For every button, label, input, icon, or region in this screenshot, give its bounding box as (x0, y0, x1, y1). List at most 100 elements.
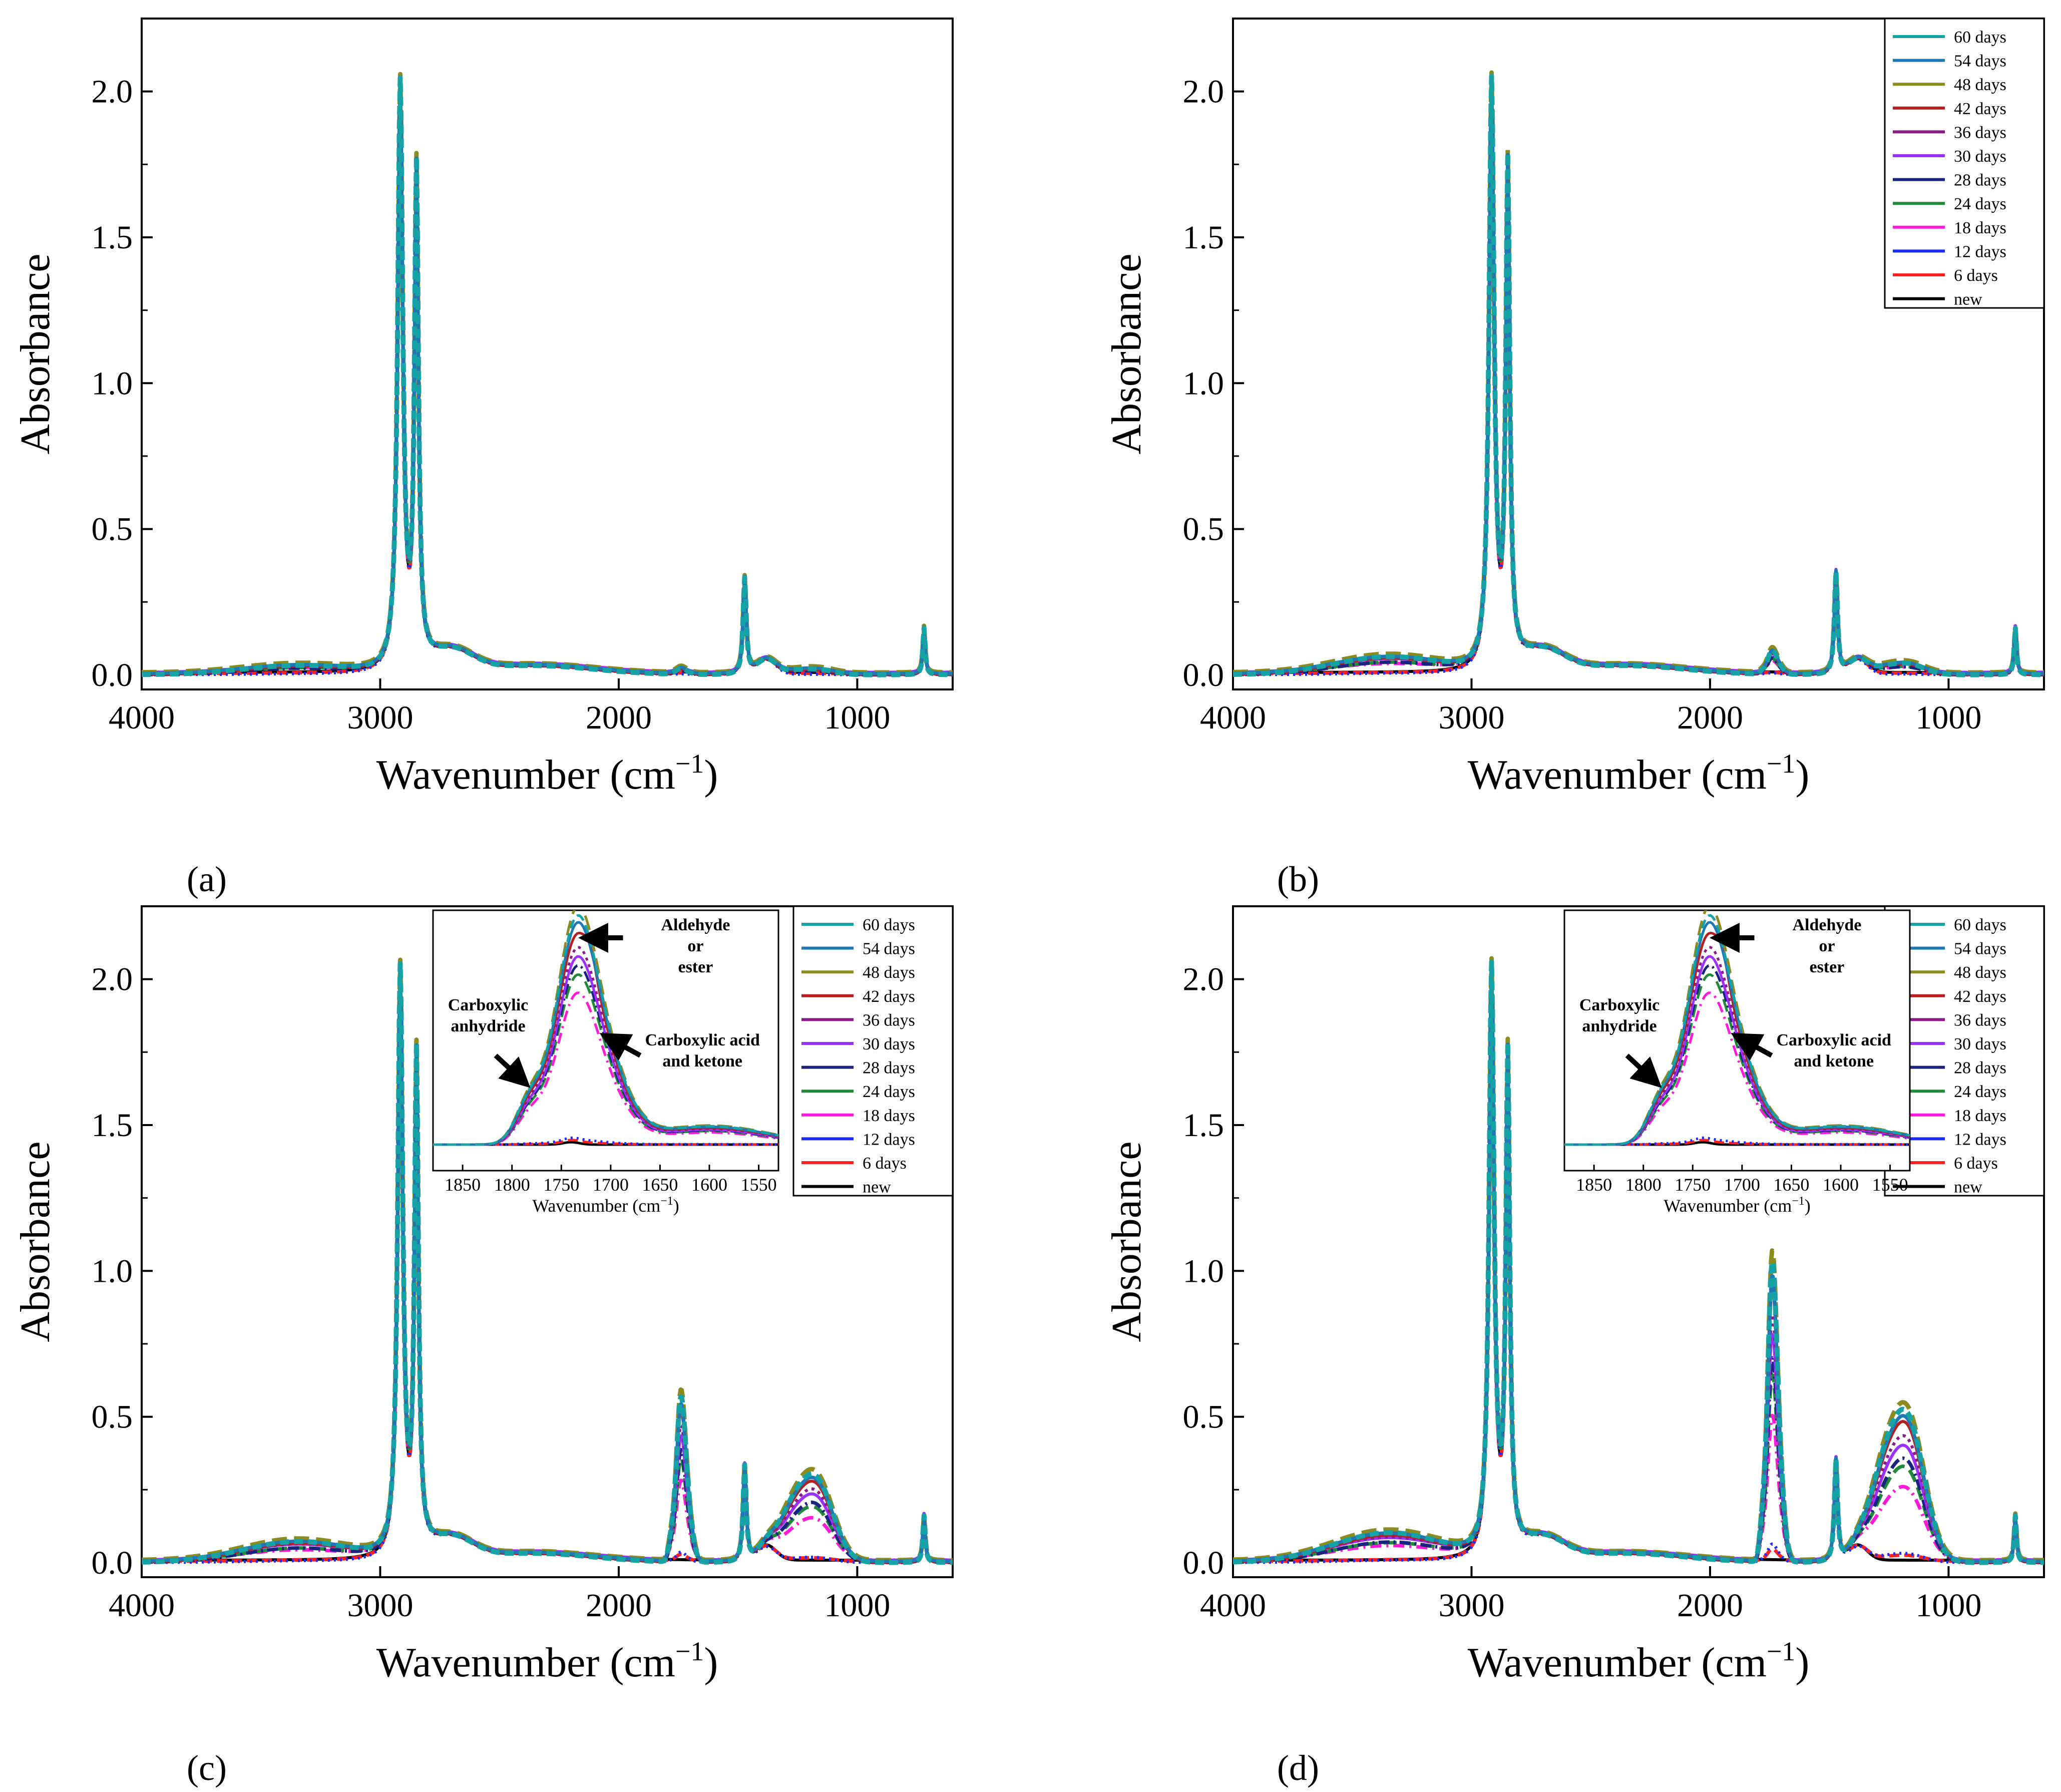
y-tick-label: 1.0 (1183, 365, 1224, 402)
annotation-anhydride: anhydride (1582, 1017, 1657, 1035)
series-line-60-days (142, 75, 953, 677)
y-tick-label: 0.5 (1183, 1399, 1224, 1436)
series-line-12-days (142, 117, 953, 676)
series-group (142, 72, 953, 677)
legend-box (1884, 18, 2045, 309)
x-axis-title: Wavenumber (cm−1) (376, 1636, 718, 1686)
x-axis-title-close: ) (1795, 752, 1809, 798)
legend-label: 28 days (1954, 171, 2006, 190)
legend-label: 6 days (863, 1154, 907, 1173)
x-axis-title-text: Wavenumber (cm (1468, 752, 1767, 798)
legend-label: 24 days (1954, 1083, 2006, 1101)
x-tick-label: 2000 (1677, 699, 1743, 736)
arrow-anhydride (494, 1053, 531, 1088)
series-line-54-days (142, 77, 953, 675)
panel-label: (c) (187, 1748, 227, 1788)
annotation-aldehyde-ester: or (687, 937, 703, 955)
series-line-28-days (1233, 975, 2044, 1565)
legend-label: 60 days (863, 916, 915, 934)
x-axis-title-sup: −1 (675, 749, 704, 779)
legend-label: 54 days (1954, 52, 2006, 71)
legend-label: 18 days (1954, 219, 2006, 237)
x-axis-title-text: Wavenumber (cm (376, 752, 675, 798)
annotation-acid-ketone: Carboxylic acid (645, 1031, 760, 1049)
inset-series-line (1564, 991, 1910, 1146)
x-tick-label: 4000 (109, 1587, 175, 1624)
inset-x-tick-label: 1800 (494, 1175, 530, 1195)
y-axis-title: Absorbance (12, 253, 59, 454)
series-line-18-days (142, 96, 953, 674)
legend-label: 12 days (1954, 242, 2006, 261)
series-line-6-days (142, 116, 953, 675)
y-axis-title: Absorbance (1103, 1141, 1150, 1342)
inset-x-tick-label: 1750 (1675, 1175, 1711, 1195)
inset: 1850 1800 1750 1700 1650 1600 1550 Wavenumber (… (432, 909, 779, 1216)
legend-label: new (863, 1178, 891, 1197)
inset-x-tick-label: 1600 (1823, 1175, 1859, 1195)
y-tick-label: 1.0 (92, 1253, 133, 1289)
series-line-24-days (142, 91, 953, 675)
inset-x-title-sup: −1 (1792, 1195, 1805, 1208)
legend-label: 60 days (1954, 916, 2006, 934)
x-tick-label: 1000 (824, 1587, 890, 1624)
annotation-anhydride: anhydride (451, 1017, 525, 1035)
annotation-aldehyde-ester: ester (678, 958, 713, 976)
arrow-anhydride (1625, 1053, 1662, 1088)
y-tick-label: 1.5 (1183, 219, 1224, 256)
legend-label: new (1954, 1178, 1982, 1197)
x-tick-label: 3000 (347, 1587, 413, 1624)
series-group (142, 957, 953, 1565)
inset-x-tick-label: 1550 (741, 1175, 777, 1195)
y-tick-label: 0.0 (1183, 1545, 1224, 1581)
x-tick-label: 3000 (1438, 1587, 1504, 1624)
inset-x-tick-label: 1650 (642, 1175, 678, 1195)
annotation-aldehyde-ester: Aldehyde (1792, 916, 1861, 934)
inset-x-tick-label: 1550 (1872, 1175, 1908, 1195)
inset-x-tick-label: 1600 (691, 1175, 727, 1195)
y-tick-label: 0.5 (1183, 511, 1224, 548)
panel-label: (d) (1277, 1748, 1319, 1788)
x-axis-title: Wavenumber (cm−1) (376, 749, 718, 798)
panel-c: 4000 3000 2000 1000 0.0 0.5 1.0 1.5 2.0 Wavenumbe… (12, 905, 954, 1788)
legend-label: new (1954, 290, 1982, 309)
legend-label: 48 days (1954, 963, 2006, 982)
y-tick-label: 2.0 (1183, 961, 1224, 998)
legend-label: 24 days (1954, 195, 2006, 213)
arrow-acid-ketone (599, 1033, 642, 1061)
series-line-new (142, 117, 953, 674)
annotation-aldehyde-ester: ester (1809, 958, 1844, 976)
y-tick-label: 0.0 (92, 1545, 133, 1581)
y-tick-label: 1.5 (92, 219, 133, 256)
legend-label: 12 days (1954, 1130, 2006, 1149)
legend-label: 12 days (863, 1130, 915, 1149)
x-axis-title-close: ) (1795, 1639, 1809, 1686)
y-tick-label: 0.5 (92, 1399, 133, 1436)
panels: 4000 3000 2000 1000 0.0 0.5 1.0 1.5 2.0 Wavenumbe… (12, 18, 2045, 1788)
series-line-36-days (1233, 968, 2044, 1563)
panel-b: 4000 3000 2000 1000 0.0 0.5 1.0 1.5 2.0 Wavenumbe… (1103, 18, 2045, 899)
panel-label: (b) (1277, 859, 1319, 899)
x-axis-title: Wavenumber (cm−1) (1468, 1636, 1810, 1686)
legend-label: 6 days (1954, 266, 1998, 285)
x-tick-label: 3000 (1438, 699, 1504, 736)
series-line-60-days (1233, 959, 2044, 1565)
series-group (1233, 70, 2044, 677)
inset-x-title: Wavenumber (cm−1) (532, 1195, 679, 1216)
inset-x-title-sup: −1 (660, 1195, 673, 1208)
series-line-6-days (1233, 116, 2044, 675)
inset-series-line (1564, 1136, 1910, 1146)
legend-box (792, 905, 954, 1197)
x-tick-label: 1000 (1915, 1587, 1981, 1624)
legend-label: 54 days (1954, 940, 2006, 958)
inset-series-line (433, 1136, 778, 1146)
y-tick-label: 2.0 (1183, 74, 1224, 110)
inset-x-title: Wavenumber (cm−1) (1664, 1195, 1811, 1216)
legend-label: 28 days (1954, 1059, 2006, 1078)
legend-label: 6 days (1954, 1154, 1998, 1173)
series-line-60-days (142, 961, 953, 1565)
x-tick-label: 3000 (347, 699, 413, 736)
x-axis-title-text: Wavenumber (cm (1468, 1639, 1767, 1686)
inset-x-title-close: ) (1805, 1196, 1811, 1216)
legend-label: 30 days (1954, 1035, 2006, 1053)
